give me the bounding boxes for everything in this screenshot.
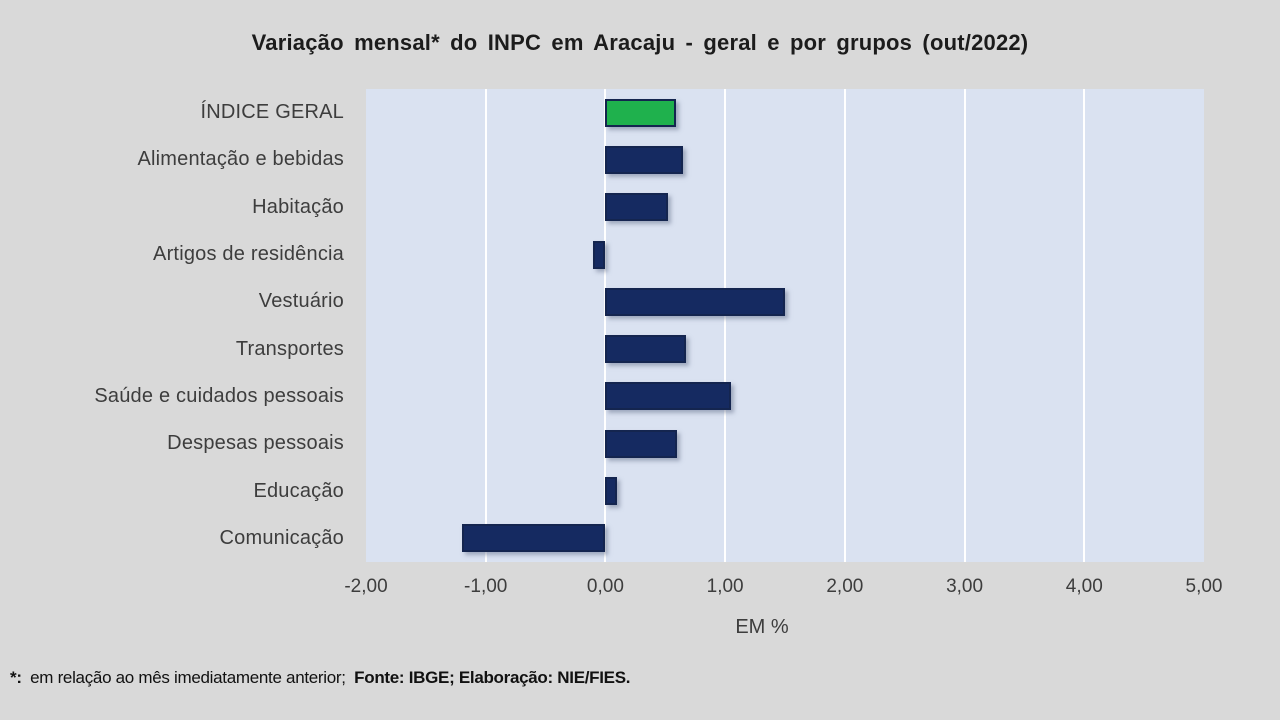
category-label: ÍNDICE GERAL [200, 101, 344, 124]
x-tick-label: 2,00 [826, 576, 864, 597]
chart-bar [605, 335, 686, 364]
category-label: Transportes [235, 337, 344, 360]
chart-bar [605, 382, 732, 411]
category-label: Alimentação e bebidas [137, 148, 344, 171]
footnote-source: Fonte: IBGE; Elaboração: NIE/FIES. [354, 668, 631, 687]
chart-bar [461, 524, 606, 553]
category-label: Artigos de residência [153, 243, 344, 266]
category-label: Despesas pessoais [167, 432, 344, 455]
chart-bar [605, 145, 684, 174]
footnote: *: em relação ao mês imediatamente anter… [10, 668, 634, 688]
gridline [724, 89, 727, 562]
x-tick-label: -2,00 [344, 576, 388, 597]
chart-bar [605, 429, 678, 458]
x-tick-label: 0,00 [586, 576, 624, 597]
x-tick-label: -1,00 [464, 576, 508, 597]
x-tick-label: 1,00 [706, 576, 744, 597]
gridline [484, 89, 487, 562]
x-tick-label: 3,00 [946, 576, 984, 597]
footnote-asterisk: *: [10, 668, 22, 687]
category-label: Habitação [252, 195, 344, 218]
gridline [604, 89, 607, 562]
chart-bar [605, 287, 785, 316]
category-label: Educação [253, 479, 344, 502]
footnote-text: em relação ao mês imediatamente anterior… [30, 668, 346, 687]
chart-bar [605, 98, 677, 127]
chart-bar [593, 240, 606, 269]
chart-bar [605, 477, 618, 506]
category-axis: ÍNDICE GERAL Alimentação e bebidas Habitaç… [0, 89, 344, 562]
chart-title: Variação mensal* do INPC em Aracaju - ge… [251, 30, 1029, 55]
category-label: Saúde e cuidados pessoais [94, 384, 344, 407]
x-axis-label: EM % [735, 616, 789, 638]
category-label: Comunicação [219, 526, 344, 549]
x-tick-label: 4,00 [1065, 576, 1103, 597]
gridline [843, 89, 846, 562]
category-label: Vestuário [258, 290, 344, 313]
gridline [963, 89, 966, 562]
value-axis: -2,00 -1,00 0,00 1,00 2,00 3,00 4,00 5,00 [0, 576, 1280, 602]
gridline [1083, 89, 1086, 562]
chart-bar [605, 193, 668, 222]
x-tick-label: 5,00 [1185, 576, 1223, 597]
plot-area [366, 89, 1204, 562]
